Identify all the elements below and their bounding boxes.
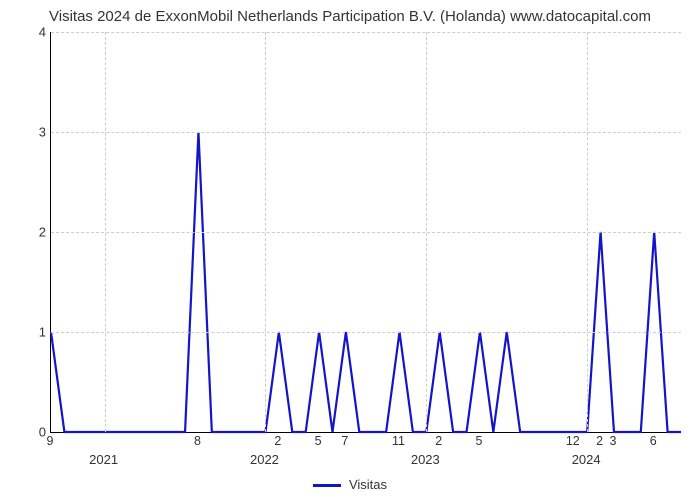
legend: Visitas — [0, 477, 700, 492]
x-tick-label: 9 — [47, 434, 54, 448]
y-tick-label: 3 — [6, 125, 46, 140]
gridline-v — [587, 32, 588, 432]
x-tick-label: 2 — [596, 434, 603, 448]
gridline-v — [426, 32, 427, 432]
x-tick-label: 8 — [194, 434, 201, 448]
x-tick-label: 5 — [475, 434, 482, 448]
x-tick-label: 12 — [566, 434, 580, 448]
x-year-label: 2022 — [250, 452, 279, 467]
x-year-label: 2023 — [411, 452, 440, 467]
x-tick-label: 6 — [650, 434, 657, 448]
x-tick-label: 5 — [315, 434, 322, 448]
gridline-v — [105, 32, 106, 432]
gridline-v — [265, 32, 266, 432]
legend-label: Visitas — [349, 477, 387, 492]
x-tick-label: 11 — [392, 434, 405, 448]
y-tick-label: 2 — [6, 225, 46, 240]
y-tick-label: 0 — [6, 425, 46, 440]
legend-swatch — [313, 484, 341, 487]
chart-container: Visitas 2024 de ExxonMobil Netherlands P… — [0, 0, 700, 500]
x-year-label: 2024 — [572, 452, 601, 467]
x-axis-ticks: 982571125122362021202220232024 — [50, 432, 680, 472]
x-tick-label: 7 — [341, 434, 348, 448]
x-year-label: 2021 — [89, 452, 118, 467]
y-tick-label: 4 — [6, 25, 46, 40]
x-tick-label: 2 — [435, 434, 442, 448]
y-tick-label: 1 — [6, 325, 46, 340]
plot-area — [50, 32, 681, 433]
x-tick-label: 2 — [274, 434, 281, 448]
x-tick-label: 3 — [609, 434, 616, 448]
chart-title: Visitas 2024 de ExxonMobil Netherlands P… — [0, 8, 700, 25]
y-axis-ticks: 01234 — [0, 32, 50, 432]
